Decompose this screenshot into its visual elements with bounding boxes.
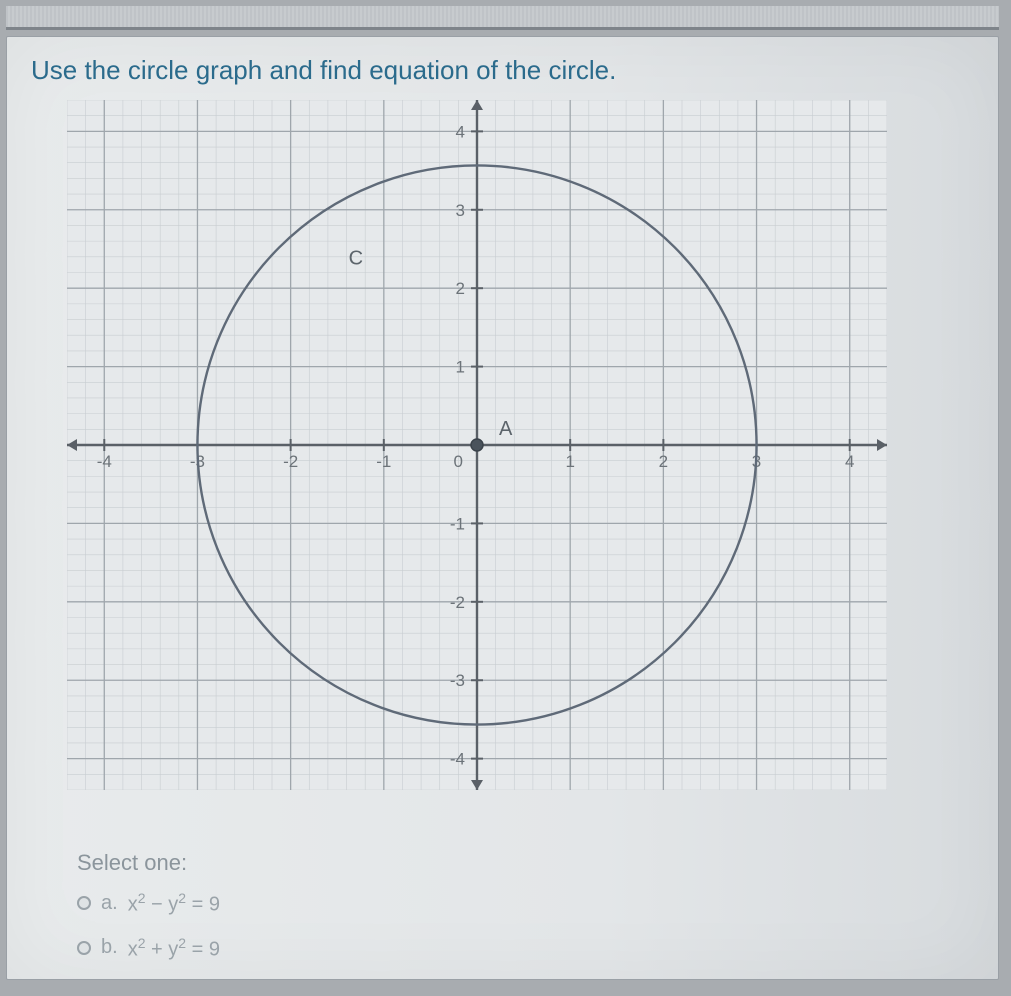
answer-option-b[interactable]: b. x2 + y2 = 9: [77, 935, 974, 962]
svg-text:4: 4: [845, 452, 854, 471]
svg-text:-4: -4: [97, 452, 112, 471]
radio-a[interactable]: [77, 896, 91, 910]
answer-block: Select one: a. x2 − y2 = 9 b. x2 + y2 = 9: [77, 850, 974, 961]
answer-prefix: a.: [101, 892, 118, 915]
graph-svg: -4-3-2-101234-4-3-2-11234AC: [67, 100, 887, 790]
answer-option-a[interactable]: a. x2 − y2 = 9: [77, 890, 974, 917]
svg-text:-2: -2: [450, 593, 465, 612]
window-top-strip: [6, 6, 999, 30]
svg-text:4: 4: [456, 122, 465, 141]
svg-text:-4: -4: [450, 750, 465, 769]
svg-text:2: 2: [659, 452, 668, 471]
svg-text:-3: -3: [450, 671, 465, 690]
radio-b[interactable]: [77, 941, 91, 955]
select-one-label: Select one:: [77, 850, 974, 876]
answer-equation: x2 + y2 = 9: [128, 935, 220, 962]
answer-prefix: b.: [101, 936, 118, 959]
svg-text:-1: -1: [376, 452, 391, 471]
svg-text:2: 2: [456, 279, 465, 298]
svg-text:C: C: [349, 248, 363, 270]
svg-text:0: 0: [454, 452, 463, 471]
question-title: Use the circle graph and find equation o…: [31, 55, 974, 86]
svg-text:1: 1: [565, 452, 574, 471]
question-card: Use the circle graph and find equation o…: [6, 36, 999, 980]
svg-text:3: 3: [456, 201, 465, 220]
svg-text:-1: -1: [450, 514, 465, 533]
svg-text:1: 1: [456, 358, 465, 377]
circle-graph: -4-3-2-101234-4-3-2-11234AC: [67, 100, 887, 790]
answer-equation: x2 − y2 = 9: [128, 890, 220, 917]
answer-list: a. x2 − y2 = 9 b. x2 + y2 = 9: [77, 890, 974, 961]
svg-text:A: A: [499, 418, 513, 440]
svg-text:-2: -2: [283, 452, 298, 471]
